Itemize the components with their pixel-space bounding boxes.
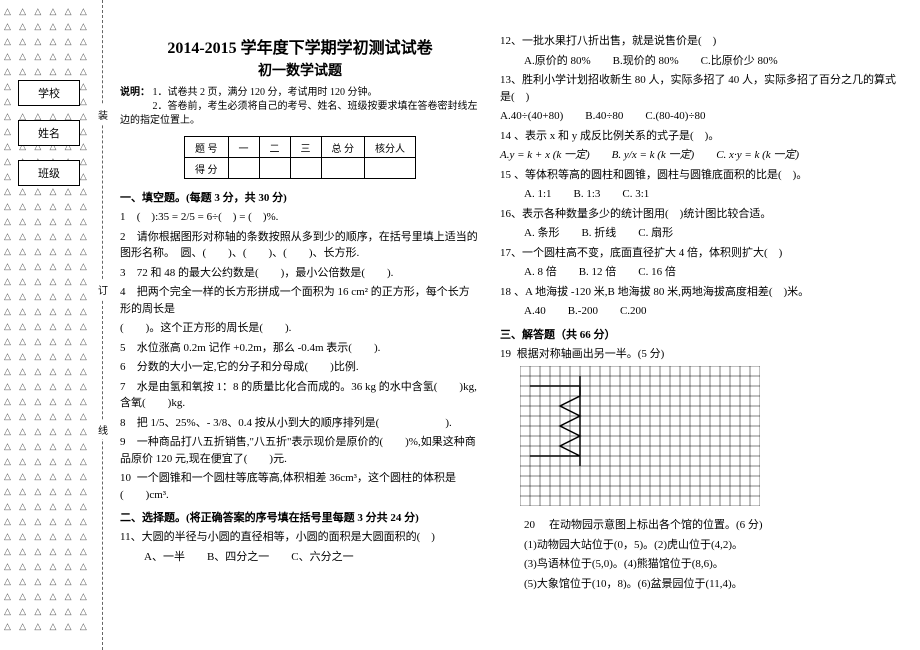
q1-text: ( ):35 = 2/5 = 6÷( ) = ( )%.	[137, 211, 279, 223]
binding-dash-line	[102, 0, 103, 650]
q13-text: 胜利小学计划招收新生 80 人，实际多招了 40 人，实际多招了百分之几的算式是…	[500, 74, 896, 103]
exam-title: 2014-2015 学年度下学期学初测试试卷	[120, 34, 480, 58]
q20-sub3: (5)大象馆位于(10，8)。(6)盆景园位于(11,4)。	[500, 576, 900, 593]
q9: 9 一种商品打八五折销售,"八五折"表示现价是原价的( )%,如果这种商品原价 …	[120, 434, 480, 467]
q12-options: A.原价的 80% B.现价的 80% C.比原价少 80%	[500, 53, 900, 70]
cut-mark-ding: 订	[98, 280, 108, 299]
name-box: 姓名	[18, 120, 80, 146]
instruction-2: 2．答卷前，考生必须将自己的考号、姓名、班级按要求填在答卷密封线左边的指定位置上…	[120, 101, 478, 126]
th-c3: 三	[290, 137, 321, 158]
q8-text: 把 1/5、25%、- 3/8、0.4 按从小到大的顺序排列是( ).	[137, 417, 452, 429]
q17: 17、一个圆柱高不变，底面直径扩大 4 倍，体积则扩大( )	[500, 245, 900, 262]
score-table: 题 号 一 二 三 总 分 核分人 得 分	[184, 136, 416, 179]
q7-text: 水是由氢和氧按 1：8 的质量比化合而成的。36 kg 的水中含氢( )kg,含…	[120, 381, 477, 410]
q18-text: 、A 地海拔 -120 米,B 地海拔 80 米,两地海拔高度相差( )米。	[514, 286, 809, 298]
q20-sub2: (3)鸟语林位于(5,0)。(4)熊猫馆位于(8,6)。	[500, 556, 900, 573]
cut-mark-xian: 线	[98, 420, 108, 439]
q20-sub1: (1)动物园大站位于(0，5)。(2)虎山位于(4,2)。	[500, 537, 900, 554]
q13: 13、胜利小学计划招收新生 80 人，实际多招了 40 人，实际多招了百分之几的…	[500, 72, 900, 105]
q4: 4 把两个完全一样的长方形拼成一个面积为 16 cm² 的正方形，每个长方形的周…	[120, 284, 480, 317]
section1-title: 一、填空题。(每题 3 分，共 30 分)	[120, 189, 480, 205]
instruction-label: 说明：	[120, 87, 150, 98]
q16: 16、表示各种数量多少的统计图用( )统计图比较合适。	[500, 206, 900, 223]
q17-text: 一个圆柱高不变，底面直径扩大 4 倍，体积则扩大( )	[522, 247, 782, 259]
section3-title: 三、解答题（共 66 分）	[500, 326, 900, 342]
symmetry-grid-figure	[520, 366, 900, 509]
q3: 3 72 和 48 的最大公约数是( )，最小公倍数是( ).	[120, 265, 480, 282]
left-column: 2014-2015 学年度下学期学初测试试卷 初一数学试题 说明： 1．试卷共 …	[120, 30, 480, 568]
q9-text: 一种商品打八五折销售,"八五折"表示现价是原价的( )%,如果这种商品原价 12…	[120, 436, 476, 465]
q16-options: A. 条形 B. 折线 C. 扇形	[500, 225, 900, 242]
exam-subtitle: 初一数学试题	[120, 60, 480, 80]
q7: 7 水是由氢和氧按 1：8 的质量比化合而成的。36 kg 的水中含氢( )kg…	[120, 379, 480, 412]
q20-text: 在动物园示意图上标出各个馆的位置。(6 分)	[549, 519, 763, 531]
right-column: 12、一批水果打八折出售，就是说售价是( ) A.原价的 80% B.现价的 8…	[500, 30, 900, 595]
q14: 14、表示 x 和 y 成反比例关系的式子是( )。	[500, 128, 900, 145]
q5-text: 水位涨高 0.2m 记作 +0.2m，那么 -0.4m 表示( ).	[137, 342, 381, 354]
th-c2: 二	[259, 137, 290, 158]
q13-options: A.40÷(40+80) B.40÷80 C.(80-40)÷80	[500, 108, 900, 125]
q12: 12、一批水果打八折出售，就是说售价是( )	[500, 33, 900, 50]
q11-text: 大圆的半径与小圆的直径相等，小圆的面积是大圆面积的( )	[142, 531, 435, 543]
th-checker: 核分人	[365, 137, 416, 158]
q19: 19 根据对称轴画出另一半。(5 分)	[500, 346, 900, 363]
q4-text-a: 把两个完全一样的长方形拼成一个面积为 16 cm² 的正方形，每个长方形的周长是	[120, 286, 470, 315]
q10-text: 一个圆锥和一个圆柱等底等高,体积相差 36cm³，这个圆柱的体积是( )cm³.	[120, 472, 456, 501]
q17-options: A. 8 倍 B. 12 倍 C. 16 倍	[500, 264, 900, 281]
instruction-1: 1．试卷共 2 页，满分 120 分，考试用时 120 分钟。	[153, 87, 378, 98]
q6-text: 分数的大小一定,它的分子和分母成( )比例.	[137, 361, 359, 373]
q12-text: 一批水果打八折出售，就是说售价是( )	[522, 35, 716, 47]
grid-svg	[520, 366, 760, 506]
q18: 18、A 地海拔 -120 米,B 地海拔 80 米,两地海拔高度相差( )米。	[500, 284, 900, 301]
th-c1: 一	[228, 137, 259, 158]
q14-options: A.y = k + x (k 一定) B. y/x = k (k 一定) C. …	[500, 147, 900, 164]
q1: 1 ( ):35 = 2/5 = 6÷( ) = ( )%.	[120, 209, 480, 226]
q4b: ( )。这个正方形的周长是( ).	[120, 320, 480, 337]
q16-text: 表示各种数量多少的统计图用( )统计图比较合适。	[522, 208, 771, 220]
q2-text: 请你根据图形对称轴的条数按照从多到少的顺序，在括号里填上适当的图形名称。 圆、(…	[120, 231, 478, 260]
q11: 11、大圆的半径与小圆的直径相等，小圆的面积是大圆面积的( )	[120, 529, 480, 546]
instructions: 说明： 1．试卷共 2 页，满分 120 分，考试用时 120 分钟。 说明： …	[120, 86, 480, 128]
q20: 20 在动物园示意图上标出各个馆的位置。(6 分)	[500, 517, 900, 534]
th-total: 总 分	[321, 137, 365, 158]
q6: 6 分数的大小一定,它的分子和分母成( )比例.	[120, 359, 480, 376]
th-tihao: 题 号	[185, 137, 229, 158]
q15-options: A. 1:1 B. 1:3 C. 3:1	[500, 186, 900, 203]
q18-options: A.40 B.-200 C.200	[500, 303, 900, 320]
q15-text: 、等体积等高的圆柱和圆锥，圆柱与圆锥底面积的比是( )。	[514, 169, 807, 181]
class-box: 班级	[18, 160, 80, 186]
q8: 8 把 1/5、25%、- 3/8、0.4 按从小到大的顺序排列是( ).	[120, 415, 480, 432]
school-box: 学校	[18, 80, 80, 106]
q5: 5 水位涨高 0.2m 记作 +0.2m，那么 -0.4m 表示( ).	[120, 340, 480, 357]
q4-text-b: ( )。这个正方形的周长是( ).	[120, 322, 291, 334]
q3-text: 72 和 48 的最大公约数是( )，最小公倍数是( ).	[137, 267, 394, 279]
q15: 15、等体积等高的圆柱和圆锥，圆柱与圆锥底面积的比是( )。	[500, 167, 900, 184]
cut-mark-zhuang: 装	[98, 105, 108, 124]
q11-options: A、一半 B、四分之一 C、六分之一	[120, 549, 480, 566]
section2-title: 二、选择题。(将正确答案的序号填在括号里每题 3 分共 24 分)	[120, 509, 480, 525]
q19-text: 根据对称轴画出另一半。(5 分)	[517, 348, 665, 360]
q14-text: 、表示 x 和 y 成反比例关系的式子是( )。	[514, 130, 719, 142]
q2: 2 请你根据图形对称轴的条数按照从多到少的顺序，在括号里填上适当的图形名称。 圆…	[120, 229, 480, 262]
q10: 10 一个圆锥和一个圆柱等底等高,体积相差 36cm³，这个圆柱的体积是( )c…	[120, 470, 480, 503]
th-defen: 得 分	[185, 158, 229, 179]
